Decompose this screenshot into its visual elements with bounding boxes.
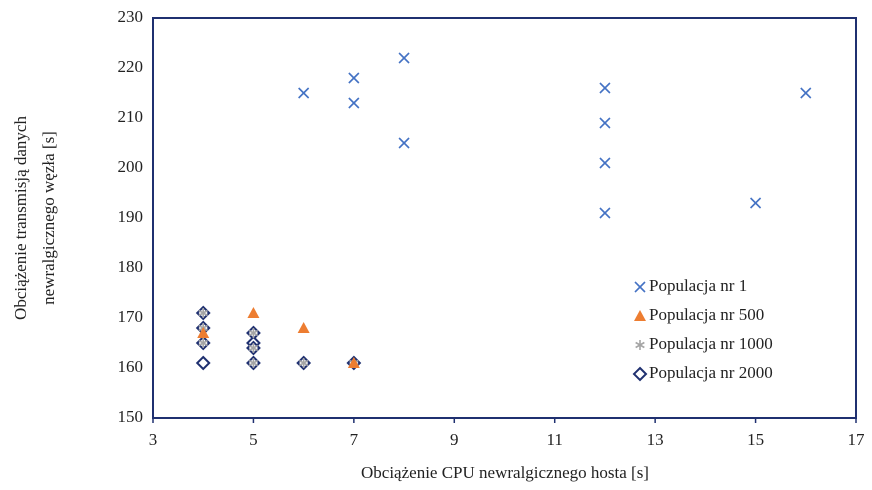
legend-label: Populacja nr 1000	[649, 334, 773, 353]
marker-stroke	[599, 82, 611, 94]
legend-label: Populacja nr 1	[649, 276, 747, 295]
point	[347, 357, 360, 368]
x-tick-label: 15	[747, 430, 764, 449]
marker-stroke	[634, 281, 646, 293]
y-tick-label: 230	[118, 7, 144, 26]
point	[348, 72, 360, 84]
marker-stroke	[248, 359, 259, 367]
y-axis-label: Obciążenie transmisją danych	[11, 116, 30, 320]
point	[248, 343, 259, 353]
point	[750, 197, 762, 209]
marker-stroke	[198, 339, 208, 347]
point	[599, 117, 611, 129]
y-tick-label: 180	[118, 257, 144, 276]
x-tick-label: 11	[547, 430, 563, 449]
x-tick-label: 13	[647, 430, 664, 449]
marker-stroke	[599, 117, 611, 129]
marker-shape	[297, 322, 310, 333]
marker-stroke	[800, 87, 812, 99]
marker-stroke	[248, 329, 259, 337]
point	[298, 87, 310, 99]
y-tick-label: 190	[118, 207, 144, 226]
legend-marker	[634, 310, 646, 321]
marker-shape	[632, 366, 648, 382]
legend-marker	[632, 366, 648, 382]
x-axis-label: Obciążenie CPU newralgicznego hosta [s]	[361, 463, 649, 482]
y-tick-label: 220	[118, 57, 144, 76]
point	[599, 157, 611, 169]
marker-stroke	[635, 341, 645, 349]
point	[599, 82, 611, 94]
marker-stroke	[298, 359, 309, 367]
legend-label: Populacja nr 500	[649, 305, 764, 324]
legend-marker	[635, 340, 645, 350]
y-tick-label: 150	[118, 407, 144, 426]
point	[198, 308, 208, 318]
point	[198, 338, 208, 348]
x-tick-label: 5	[249, 430, 258, 449]
y-tick-label: 200	[118, 157, 144, 176]
marker-stroke	[750, 197, 762, 209]
point	[197, 327, 210, 338]
point	[348, 97, 360, 109]
marker-shape	[347, 357, 360, 368]
point	[398, 137, 410, 149]
marker-stroke	[298, 87, 310, 99]
y-tick-label: 170	[118, 307, 144, 326]
x-tick-label: 9	[450, 430, 459, 449]
marker-stroke	[599, 207, 611, 219]
y-tick-label: 160	[118, 357, 144, 376]
legend-marker	[634, 281, 646, 293]
y-tick-label: 210	[118, 107, 144, 126]
marker-stroke	[198, 309, 208, 317]
point	[599, 207, 611, 219]
marker-shape	[634, 310, 646, 321]
marker-stroke	[348, 97, 360, 109]
marker-stroke	[398, 52, 410, 64]
legend-label: Populacja nr 2000	[649, 363, 773, 382]
point	[248, 328, 259, 338]
x-tick-label: 7	[350, 430, 359, 449]
point	[297, 322, 310, 333]
marker-stroke	[348, 72, 360, 84]
x-tick-label: 3	[149, 430, 158, 449]
point	[800, 87, 812, 99]
marker-stroke	[248, 344, 259, 352]
point	[195, 355, 211, 371]
point	[248, 358, 259, 368]
marker-shape	[195, 355, 211, 371]
marker-shape	[197, 327, 210, 338]
point	[398, 52, 410, 64]
plot-frame	[152, 17, 857, 419]
marker-stroke	[398, 137, 410, 149]
point	[298, 358, 309, 368]
marker-shape	[247, 307, 260, 318]
marker-stroke	[599, 157, 611, 169]
y-axis-label: newralgicznego węzła [s]	[39, 131, 58, 305]
point	[247, 307, 260, 318]
x-tick-label: 17	[848, 430, 866, 449]
